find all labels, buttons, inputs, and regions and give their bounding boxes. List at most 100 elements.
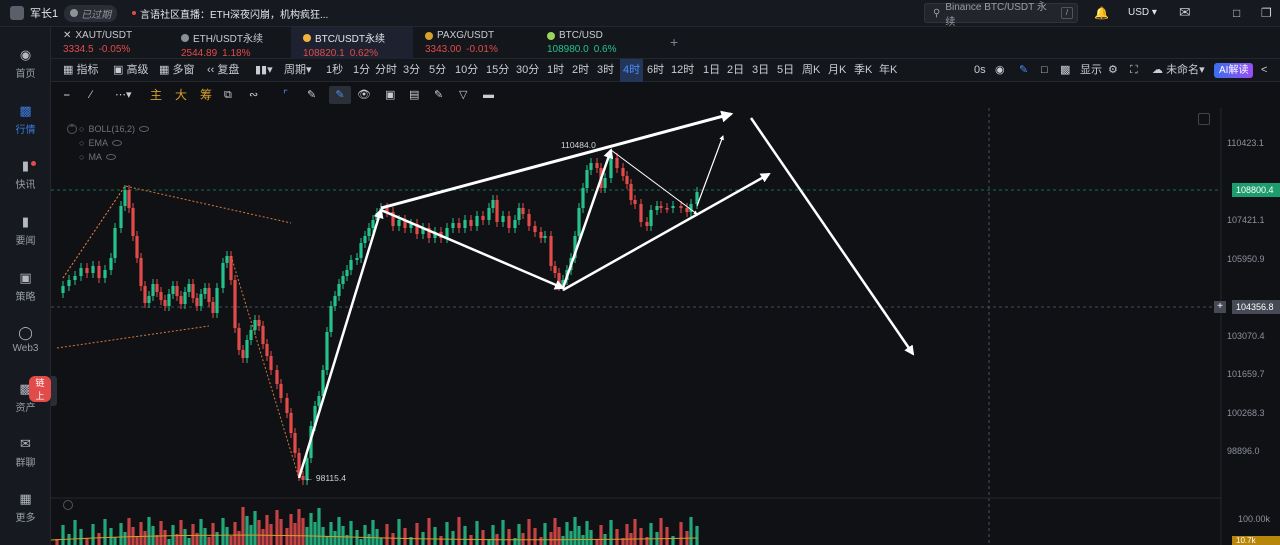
sidebar-item-headlines[interactable]: ▮ 要闻 <box>0 215 51 248</box>
layout-icon[interactable]: □ <box>1041 64 1048 76</box>
timeframe-2[interactable]: 分时 <box>375 64 397 76</box>
share-icon[interactable]: < <box>1261 64 1268 76</box>
timeframe-14[interactable]: 1日 <box>703 64 721 76</box>
trendline-icon[interactable]: ∕ <box>90 89 92 101</box>
layers-icon[interactable]: ▤ <box>409 89 420 101</box>
replay-button[interactable]: ‹‹ 复盘 <box>207 59 239 82</box>
add-alert-icon[interactable]: + <box>1214 301 1226 313</box>
news-ticker[interactable]: 言语社区直播：ETH深夜闪崩，机构疯狂... <box>132 6 328 21</box>
timeframe-0[interactable]: 1秒 <box>326 64 344 76</box>
chart-expand-icon[interactable] <box>1198 113 1210 125</box>
timeframe-21[interactable]: 年K <box>879 64 898 76</box>
big-order-toggle[interactable]: 大 <box>175 88 188 102</box>
crop-icon[interactable]: ⌜ <box>283 89 289 101</box>
magnet-icon[interactable]: ∾ <box>249 89 259 101</box>
pencil-icon[interactable]: ✎ <box>1019 64 1029 76</box>
chart-canvas[interactable] <box>51 108 1280 545</box>
user-area[interactable]: 军长1 已过期 <box>0 4 126 22</box>
chips-toggle[interactable]: 筹 <box>200 88 213 102</box>
cloud-save-dropdown[interactable]: ☁ 未命名▾ <box>1152 64 1205 76</box>
ai-interpret-button[interactable]: AI解读 <box>1214 63 1254 78</box>
timeframe-12[interactable]: 6时 <box>647 64 665 76</box>
camera-icon[interactable]: ◉ <box>995 64 1005 76</box>
brush-icon[interactable]: ✎ <box>434 89 444 101</box>
minimize-window-icon[interactable]: □ <box>1233 6 1241 20</box>
timeframe-1[interactable]: 1分 <box>353 64 371 76</box>
ruler-icon[interactable]: ⎯ <box>64 89 70 101</box>
sidebar-item-more[interactable]: ▦ 更多 <box>0 492 51 525</box>
mail-icon[interactable]: ✉ <box>1179 4 1191 20</box>
timeframe-20[interactable]: 季K <box>854 64 873 76</box>
sidebar-item-web3[interactable]: ◯ Web3 <box>0 326 51 355</box>
timeframe-3[interactable]: 3分 <box>403 64 421 76</box>
window-restore-icon[interactable]: ❐ <box>1261 6 1272 20</box>
eraser-icon[interactable]: ✎ <box>307 89 317 101</box>
display-button[interactable]: 显示 <box>1080 59 1102 82</box>
fullscreen-icon[interactable]: ⛶ <box>1130 64 1138 76</box>
sidebar-item-assets[interactable]: 链上 ▩ 资产 <box>0 376 51 414</box>
timeframe-5[interactable]: 10分 <box>455 64 479 76</box>
split-view-icon[interactable]: ▩ <box>1060 64 1071 76</box>
collapse-volume-icon[interactable] <box>63 500 73 510</box>
tab-eth[interactable]: ETH/USDT永续 2544.89 1.18% <box>169 27 291 59</box>
timeframe-9[interactable]: 2时 <box>572 64 590 76</box>
sidebar-item-news[interactable]: ▮ 快讯 <box>0 159 51 191</box>
timeframe-10[interactable]: 3时 <box>597 64 615 76</box>
timeframe-13[interactable]: 12时 <box>671 64 695 76</box>
timeframe-19[interactable]: 月K <box>828 64 847 76</box>
sidebar-item-chat[interactable]: ✉ 群聊 <box>0 437 51 470</box>
timeframe-16[interactable]: 3日 <box>752 64 770 76</box>
candle-body <box>279 384 283 398</box>
sidebar-collapse-handle[interactable] <box>51 376 57 406</box>
main-indicator-toggle[interactable]: 主 <box>150 88 163 102</box>
compare-icon[interactable]: ⧉ <box>224 89 232 101</box>
timeframe-11[interactable]: 4时 <box>620 59 644 82</box>
multi-window-button[interactable]: ▦ 多窗 <box>159 59 194 82</box>
avatar[interactable] <box>10 6 24 20</box>
eye-icon[interactable] <box>105 154 116 160</box>
search-input[interactable]: ⚲ Binance BTC/USDT 永续 / <box>924 2 1078 28</box>
currency-select[interactable]: USD ▾ <box>1128 7 1157 18</box>
more-tools-icon[interactable]: ⋯▾ <box>115 89 132 101</box>
sidebar-item-market[interactable]: ▩ 行情 <box>0 104 51 137</box>
currency-label[interactable]: USD <box>1128 7 1150 18</box>
candle-body <box>655 206 659 210</box>
close-icon[interactable]: ✕ <box>63 30 72 41</box>
timeframe-7[interactable]: 30分 <box>516 64 540 76</box>
eye-icon[interactable] <box>111 140 122 146</box>
timeframe-6[interactable]: 15分 <box>486 64 510 76</box>
eye-icon[interactable] <box>138 126 149 132</box>
add-tab-icon[interactable]: + <box>670 34 679 50</box>
timeframe-8[interactable]: 1时 <box>547 64 565 76</box>
bell-icon[interactable]: 🔔 <box>1094 6 1109 20</box>
price-chart[interactable]: ○ BOLL(16,2) ○ EMA ○ MA ⌃ 110423.1 107421.1 1… <box>51 108 1280 545</box>
volume-bar <box>487 539 491 545</box>
username[interactable]: 军长1 <box>30 8 59 20</box>
trash-icon[interactable]: ▬ <box>483 89 494 101</box>
collapse-indicators-icon[interactable]: ⌃ <box>67 124 77 134</box>
sidebar-item-strategy[interactable]: ▣ 策略 <box>0 271 51 304</box>
tab-btc-usd[interactable]: BTC/USD 108980.0 0.6% <box>535 27 657 59</box>
tab-xaut[interactable]: ✕ XAUT/USDT 3334.5 -0.05% <box>51 27 173 59</box>
indicator-boll[interactable]: ○ BOLL(16,2) <box>79 124 149 134</box>
sidebar-item-home[interactable]: ◉ 首页 <box>0 48 51 81</box>
ticker-text[interactable]: 言语社区直播：ETH深夜闪崩，机构疯狂... <box>140 9 329 21</box>
timeframe-18[interactable]: 周K <box>802 64 821 76</box>
timeframe-17[interactable]: 5日 <box>777 64 795 76</box>
timeframe-4[interactable]: 5分 <box>429 64 447 76</box>
indicator-ma[interactable]: ○ MA <box>79 152 116 162</box>
lock-icon[interactable]: ▣ <box>385 89 396 101</box>
indicator-button[interactable]: ▦ 指标 <box>63 59 98 82</box>
filter-icon[interactable]: ▽ <box>459 89 468 101</box>
replay-label: 复盘 <box>217 64 240 76</box>
timeframe-15[interactable]: 2日 <box>727 64 745 76</box>
tab-paxg[interactable]: PAXG/USDT 3343.00 -0.01% <box>413 27 535 59</box>
period-dropdown[interactable]: 周期▾ <box>284 64 312 76</box>
advanced-button[interactable]: ▣ 高级 <box>113 59 148 82</box>
draw-brush-icon[interactable]: ✎ <box>329 86 351 104</box>
eye-icon[interactable]: 👁 <box>357 89 371 101</box>
settings-gear-icon[interactable]: ⚙ <box>1108 64 1118 76</box>
indicator-ema[interactable]: ○ EMA <box>79 138 122 148</box>
chart-type-button[interactable]: ▮▮▾ <box>255 64 273 76</box>
tab-btc-perp[interactable]: BTC/USDT永续 108820.1 0.62% <box>291 27 413 59</box>
